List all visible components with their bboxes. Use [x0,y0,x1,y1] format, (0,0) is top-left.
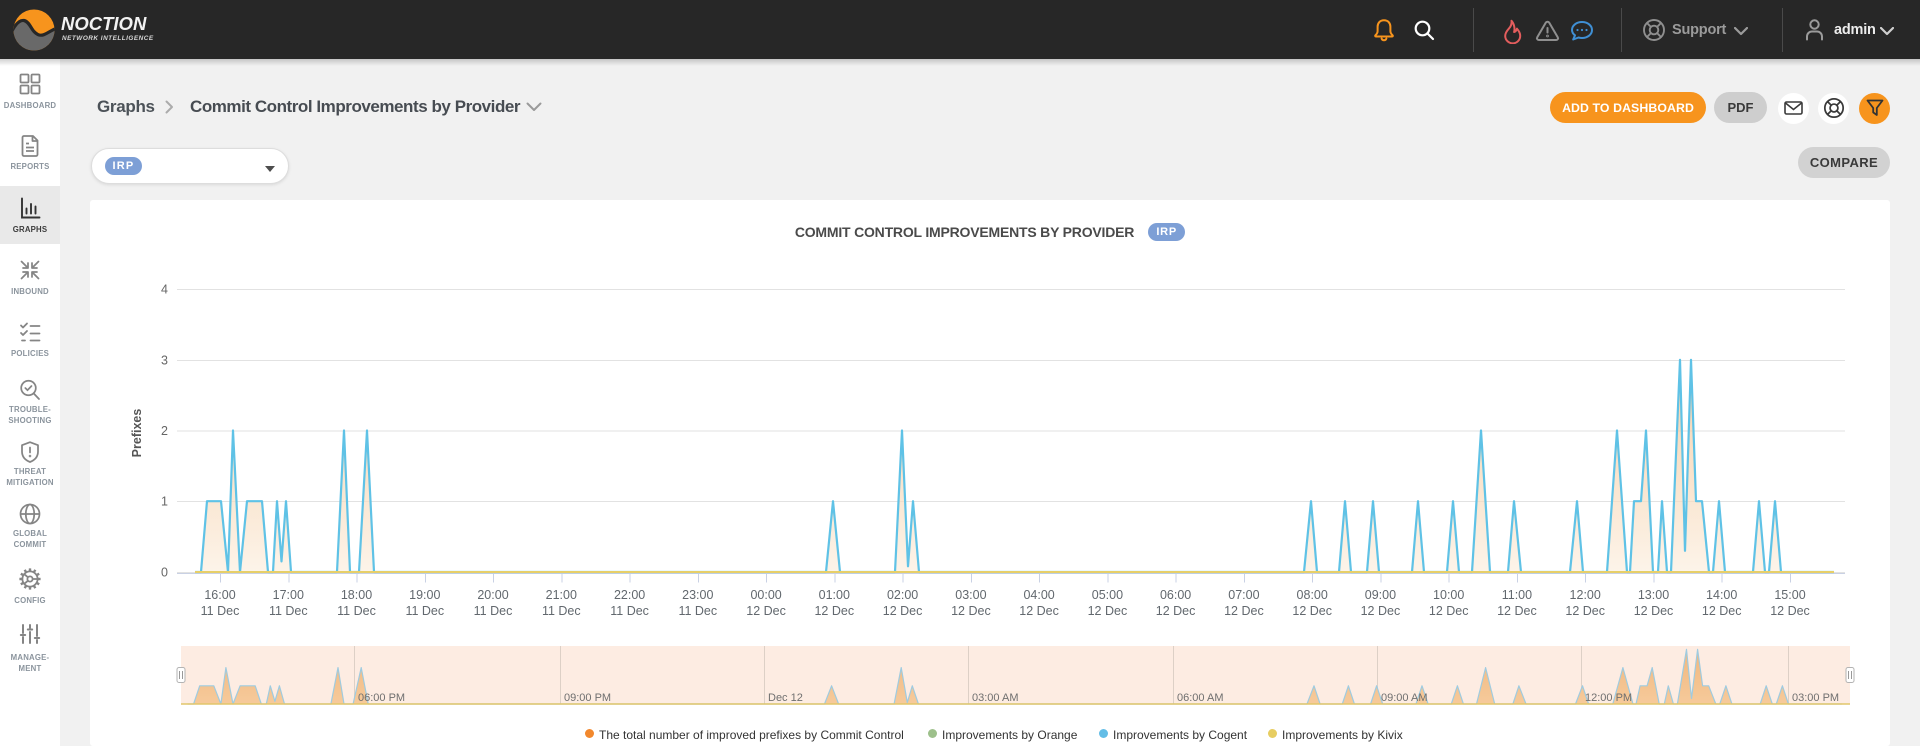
svg-text:04:00: 04:00 [1023,588,1054,602]
svg-text:02:00: 02:00 [887,588,918,602]
svg-text:11 Dec: 11 Dec [337,604,376,618]
svg-text:Prefixes: Prefixes [130,409,144,458]
svg-text:01:00: 01:00 [819,588,850,602]
svg-text:11 Dec: 11 Dec [269,604,308,618]
svg-text:0: 0 [161,566,168,580]
svg-text:12 Dec: 12 Dec [1292,604,1332,618]
svg-text:22:00: 22:00 [614,588,645,602]
svg-text:17:00: 17:00 [273,588,304,602]
svg-text:05:00: 05:00 [1092,588,1123,602]
svg-text:18:00: 18:00 [341,588,372,602]
svg-text:03:00 PM: 03:00 PM [1792,692,1839,704]
svg-text:12 Dec: 12 Dec [1702,604,1742,618]
svg-text:23:00: 23:00 [682,588,713,602]
svg-text:11 Dec: 11 Dec [610,604,649,618]
svg-text:07:00: 07:00 [1228,588,1259,602]
svg-text:12 Dec: 12 Dec [1019,604,1059,618]
svg-text:12 Dec: 12 Dec [1634,604,1674,618]
svg-text:11 Dec: 11 Dec [405,604,444,618]
svg-text:4: 4 [161,283,168,297]
svg-text:03:00: 03:00 [955,588,986,602]
svg-text:20:00: 20:00 [477,588,508,602]
svg-text:11 Dec: 11 Dec [542,604,581,618]
svg-text:12:00 PM: 12:00 PM [1585,692,1632,704]
svg-text:12 Dec: 12 Dec [1770,604,1810,618]
svg-text:12 Dec: 12 Dec [1429,604,1469,618]
svg-text:12 Dec: 12 Dec [1361,604,1401,618]
svg-text:09:00 PM: 09:00 PM [564,692,611,704]
svg-text:1: 1 [161,495,168,509]
svg-text:12 Dec: 12 Dec [1088,604,1128,618]
svg-text:3: 3 [161,353,168,367]
svg-text:11 Dec: 11 Dec [678,604,717,618]
svg-text:12 Dec: 12 Dec [1156,604,1196,618]
svg-text:14:00: 14:00 [1706,588,1737,602]
svg-text:06:00 AM: 06:00 AM [1177,692,1223,704]
svg-text:12 Dec: 12 Dec [1497,604,1537,618]
svg-text:Dec 12: Dec 12 [768,692,803,704]
svg-text:12 Dec: 12 Dec [1565,604,1605,618]
svg-text:2: 2 [161,424,168,438]
svg-text:03:00 AM: 03:00 AM [972,692,1018,704]
svg-text:00:00: 00:00 [750,588,781,602]
svg-text:12 Dec: 12 Dec [883,604,923,618]
svg-text:11:00: 11:00 [1502,588,1532,602]
svg-text:12:00: 12:00 [1570,588,1601,602]
svg-text:21:00: 21:00 [546,588,577,602]
svg-text:11 Dec: 11 Dec [201,604,240,618]
svg-text:08:00: 08:00 [1297,588,1328,602]
svg-text:12 Dec: 12 Dec [1224,604,1264,618]
svg-text:09:00: 09:00 [1365,588,1396,602]
svg-text:12 Dec: 12 Dec [951,604,991,618]
svg-text:13:00: 13:00 [1638,588,1669,602]
svg-text:16:00: 16:00 [204,588,235,602]
svg-text:12 Dec: 12 Dec [746,604,786,618]
svg-text:06:00: 06:00 [1160,588,1191,602]
svg-text:15:00: 15:00 [1774,588,1805,602]
svg-text:10:00: 10:00 [1433,588,1464,602]
svg-text:11 Dec: 11 Dec [474,604,513,618]
svg-text:19:00: 19:00 [409,588,440,602]
svg-text:06:00 PM: 06:00 PM [358,692,405,704]
svg-text:09:00 AM: 09:00 AM [1381,692,1427,704]
svg-text:12 Dec: 12 Dec [814,604,854,618]
